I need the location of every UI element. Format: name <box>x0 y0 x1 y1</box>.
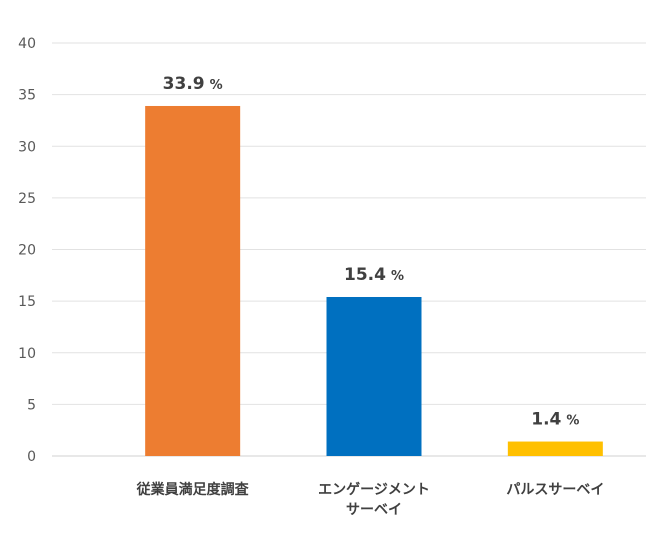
bars <box>145 105 603 457</box>
x-category-label: エンゲージメント <box>318 481 430 498</box>
y-tick-label: 40 <box>18 36 36 52</box>
y-tick-label: 25 <box>18 191 36 207</box>
data-label: 1.4% <box>531 410 579 430</box>
y-tick-label: 20 <box>18 243 36 259</box>
data-label: 33.9% <box>163 74 223 94</box>
x-category-label: 従業員満足度調査 <box>136 481 250 498</box>
bar <box>145 105 241 457</box>
y-axis-tick-labels: 0 5 10 15 20 25 30 35 40 <box>18 36 36 465</box>
y-tick-label: 10 <box>18 346 36 362</box>
bar <box>507 441 603 456</box>
y-tick-label: 5 <box>27 397 36 413</box>
bar <box>326 296 422 456</box>
y-tick-label: 15 <box>18 294 36 310</box>
x-category-label: サーベイ <box>346 502 402 518</box>
x-category-label: パルスサーベイ <box>506 482 604 498</box>
data-label: 15.4% <box>344 265 404 285</box>
data-labels: 33.9 % 15.4 % 1.4% <box>163 74 580 430</box>
y-tick-label: 30 <box>18 139 36 155</box>
y-tick-label: 35 <box>18 88 36 104</box>
y-tick-label: 0 <box>27 449 36 465</box>
